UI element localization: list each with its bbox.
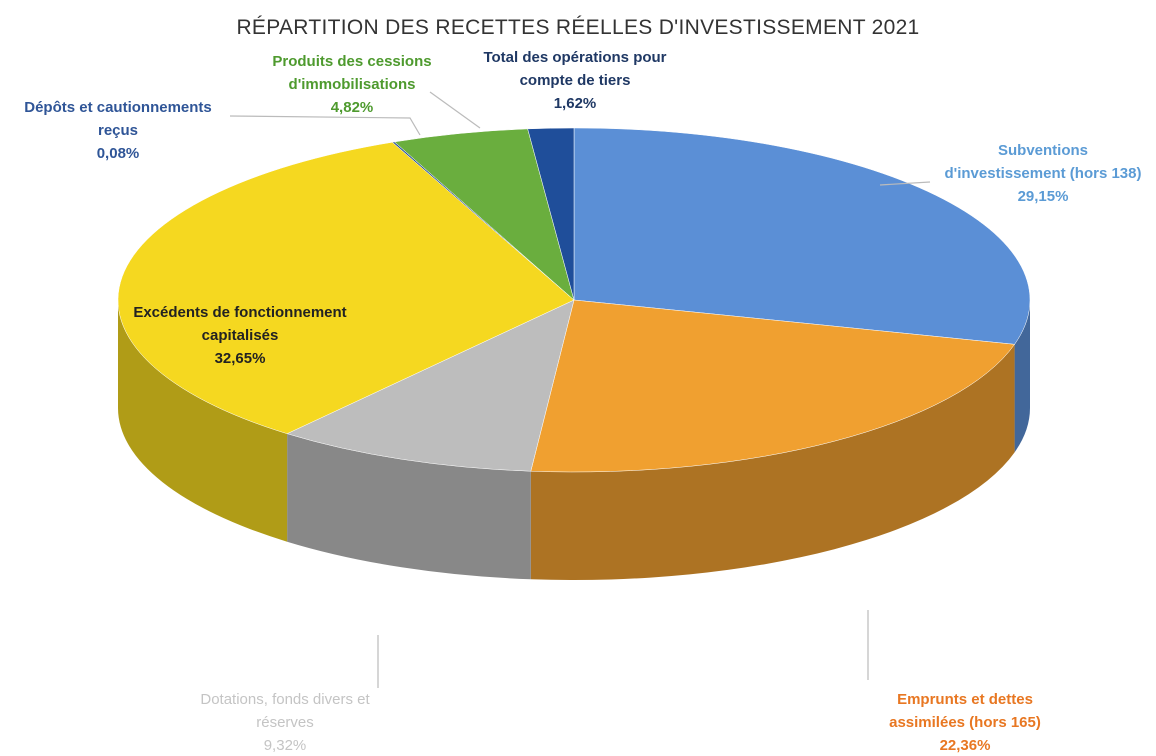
value-label: 4,82% [330,99,374,116]
slice [527,127,575,301]
slice [286,299,575,472]
slice-label: Dotations, fonds divers et réserves 9,32% [180,688,390,756]
leader-lines [229,91,931,688]
value-label: 9,32% [263,737,307,754]
category-label: Emprunts et dettes assimilées (hors 165) [889,691,1041,731]
slice-label: Produits des cessions d'immobilisations 4… [257,50,447,119]
leader-line [429,91,481,129]
slice [530,299,1016,473]
category-label: Produits des cessions d'immobilisations [272,53,432,93]
category-label: Excédents de fonctionnement capitalisés [133,304,347,344]
category-label: Subventions d'investissement (hors 138) [944,142,1142,182]
category-label: Total des opérations pour compte de tier… [483,49,667,89]
slice-label: Total des opérations pour compte de tier… [460,46,690,115]
slice-label: Emprunts et dettes assimilées (hors 165)… [865,688,1065,756]
slice-side [1014,300,1030,453]
value-label: 32,65% [214,350,266,367]
slice-side [530,344,1015,580]
leader-line [879,181,931,186]
value-label: 0,08% [96,145,140,162]
category-label: Dotations, fonds divers et réserves [200,691,370,731]
value-label: 1,62% [553,95,597,112]
value-label: 22,36% [939,737,991,754]
slice-side [117,300,288,542]
sides [117,300,1030,580]
value-label: 29,15% [1017,188,1069,205]
slice [117,141,575,434]
tops [117,127,1031,473]
slice-label: Dépôts et cautionnements reçus 0,08% [3,96,233,165]
chart-title: RÉPARTITION DES RECETTES RÉELLES D'INVES… [236,16,920,39]
slice [573,127,1031,345]
slice-side [287,433,531,580]
category-label: Dépôts et cautionnements reçus [24,99,212,139]
slice-label: Excédents de fonctionnement capitalisés 3… [110,301,370,370]
slice-label: Subventions d'investissement (hors 138) 2… [943,139,1143,208]
leader-line [229,115,421,136]
